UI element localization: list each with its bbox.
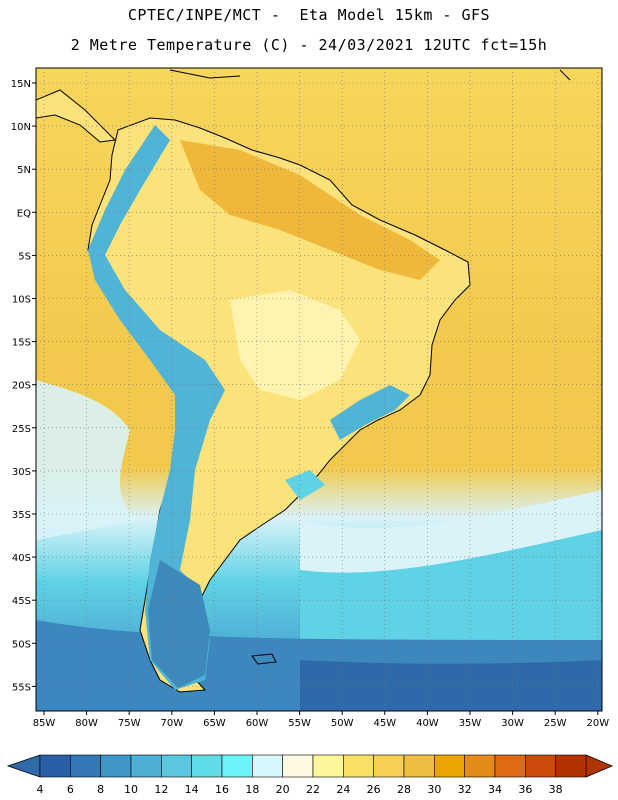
colorbar-label: 16	[215, 783, 229, 796]
southern-colder-water	[300, 660, 602, 711]
lon-label-85w: 85W	[33, 718, 56, 729]
colorbar-left-arrow	[6, 754, 41, 778]
colorbar-swatch	[343, 754, 374, 778]
lon-label-80w: 80W	[75, 718, 98, 729]
chart-title: CPTEC/INPE/MCT - Eta Model 15km - GFS	[127, 6, 491, 24]
colorbar-swatch	[373, 754, 405, 778]
lon-label-70w: 70W	[160, 718, 183, 729]
lat-label-45s: 45S	[12, 596, 31, 607]
colorbar-label: 22	[306, 783, 320, 796]
lat-label-eq: EQ	[17, 208, 31, 219]
colorbar-label: 4	[37, 783, 44, 796]
hot-interior	[180, 140, 440, 280]
lat-label-40s: 40S	[12, 553, 31, 564]
map-area	[36, 68, 602, 711]
pacific-cool-plume	[36, 380, 140, 540]
lon-label-25w: 25W	[544, 718, 567, 729]
lat-label-55s: 55S	[12, 682, 31, 693]
southeast-cool-patch	[330, 385, 410, 440]
colorbar-swatch	[161, 754, 192, 778]
lat-label-20s: 20S	[12, 381, 31, 392]
colorbar-swatch	[403, 754, 435, 778]
colorbar-swatch	[464, 754, 496, 778]
colorbar-swatch	[39, 754, 71, 778]
lon-label-60w: 60W	[246, 718, 269, 729]
lon-label-45w: 45W	[373, 718, 396, 729]
lat-label-5n: 5N	[17, 165, 31, 176]
lat-label-15n: 15N	[11, 79, 31, 90]
chart-subtitle: 2 Metre Temperature (C) - 24/03/2021 12U…	[70, 36, 548, 54]
colorbar-label: 28	[397, 783, 411, 796]
colorbar-swatch	[130, 754, 162, 778]
colorbar-label: 12	[154, 783, 168, 796]
lon-label-65w: 65W	[203, 718, 226, 729]
colorbar-label: 26	[367, 783, 381, 796]
colorbar-label: 38	[549, 783, 563, 796]
lon-label-40w: 40W	[416, 718, 439, 729]
mild-interior	[230, 290, 360, 400]
lat-label-35s: 35S	[12, 510, 31, 521]
lat-label-50s: 50S	[12, 639, 31, 650]
colorbar-label: 10	[124, 783, 138, 796]
colorbar-swatch	[555, 754, 587, 778]
colorbar-label: 14	[185, 783, 199, 796]
lat-label-10n: 10N	[11, 122, 31, 133]
colorbar-swatch	[221, 754, 253, 778]
longitude-labels: 85W 80W 75W 70W 65W 60W 55W 50W 45W 40W 35W 30W 25W 2…	[33, 711, 609, 729]
lon-label-35w: 35W	[459, 718, 482, 729]
lon-label-50w: 50W	[331, 718, 354, 729]
colorbar-swatch	[100, 754, 132, 778]
colorbar-swatch	[191, 754, 223, 778]
lat-label-10s: 10S	[12, 295, 31, 306]
colorbar-label: 20	[276, 783, 290, 796]
atlantic-pale-band	[300, 490, 602, 573]
uruguay-cool-patch	[285, 470, 325, 500]
map-frame	[35, 67, 603, 712]
latitude-labels: 15N 10N 5N EQ 5S 10S 15S 20S 25S 30S 35S 40S 45S 50S 5…	[11, 79, 36, 693]
colorbar-label: 32	[458, 783, 472, 796]
lon-label-20w: 20W	[586, 718, 609, 729]
lat-label-25s: 25S	[12, 424, 31, 435]
colorbar-label: 6	[67, 783, 74, 796]
lat-label-5s: 5S	[18, 251, 31, 262]
lat-label-15s: 15S	[12, 338, 31, 349]
colorbar-label: 18	[245, 783, 259, 796]
lon-label-55w: 55W	[288, 718, 311, 729]
colorbar-swatch	[525, 754, 556, 778]
colorbar: 4 6 8 10 12 14 16 18 20 22 24 26 28 30 32 34 36 38	[6, 754, 614, 796]
colorbar-label: 34	[488, 783, 502, 796]
colorbar-label: 24	[336, 783, 350, 796]
colorbar-swatch	[434, 754, 465, 778]
lon-label-75w: 75W	[118, 718, 141, 729]
colorbar-swatch	[282, 754, 314, 778]
colorbar-swatch	[70, 754, 101, 778]
colorbar-label: 36	[518, 783, 532, 796]
colorbar-right-arrow	[585, 754, 614, 778]
falkland-islands	[251, 653, 277, 665]
lat-label-30s: 30S	[12, 467, 31, 478]
colorbar-label: 8	[97, 783, 104, 796]
colorbar-swatch	[312, 754, 344, 778]
colorbar-swatch	[494, 754, 526, 778]
caribbean-islands	[169, 69, 571, 81]
colorbar-swatch	[252, 754, 283, 778]
lon-label-30w: 30W	[501, 718, 524, 729]
central-america-land	[36, 89, 117, 143]
colorbar-label: 30	[427, 783, 441, 796]
patagonia-cold	[148, 560, 210, 688]
